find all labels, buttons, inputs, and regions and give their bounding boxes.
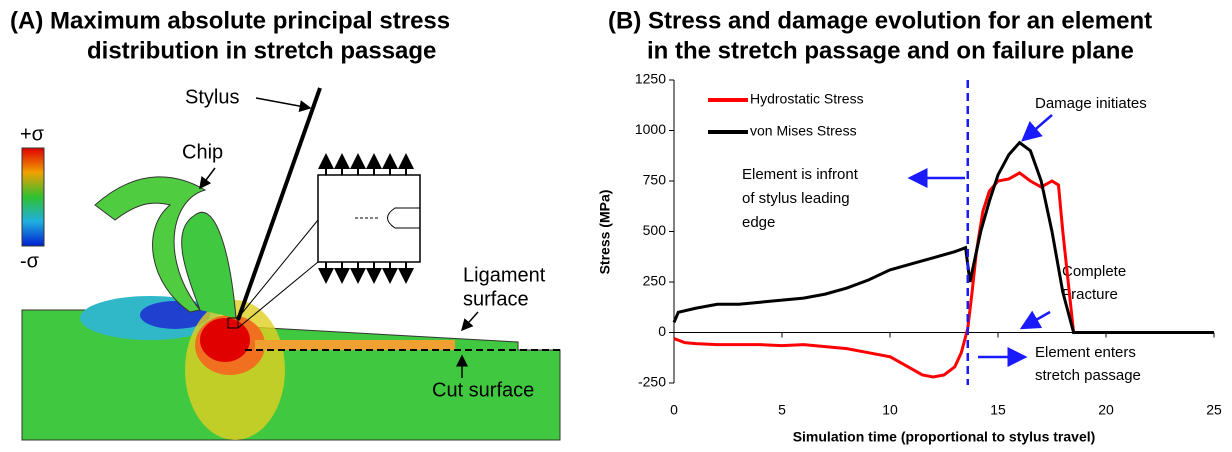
y-tick-label: 1250 bbox=[635, 71, 666, 87]
legend-label: Hydrostatic Stress bbox=[750, 91, 864, 107]
label: Stylus bbox=[185, 86, 239, 108]
label: Cut surface bbox=[432, 379, 534, 401]
annotation: Element is infront bbox=[742, 166, 859, 183]
chart-title: (B) Stress and damage evolution for an e… bbox=[608, 7, 1152, 34]
y-tick-label: 500 bbox=[643, 222, 667, 238]
y-tick-label: 750 bbox=[643, 172, 667, 188]
y-tick-label: 1000 bbox=[635, 121, 666, 137]
annotation: Element enters bbox=[1035, 344, 1136, 361]
panel-a-title: distribution in stretch passage bbox=[87, 37, 436, 64]
annotation: stretch passage bbox=[1035, 367, 1141, 384]
x-tick-label: 25 bbox=[1206, 402, 1222, 418]
label: surface bbox=[463, 288, 529, 310]
x-tick-label: 5 bbox=[778, 402, 786, 418]
label: +σ bbox=[20, 123, 45, 145]
label: Chip bbox=[182, 141, 223, 163]
x-axis-label: Simulation time (proportional to stylus … bbox=[793, 429, 1096, 445]
label: -σ bbox=[20, 250, 40, 272]
x-tick-label: 20 bbox=[1098, 402, 1114, 418]
y-axis-label: Stress (MPa) bbox=[597, 190, 613, 275]
annotation: of stylus leading bbox=[742, 190, 850, 207]
label: Ligament bbox=[463, 264, 546, 286]
annotation: Damage initiates bbox=[1035, 95, 1147, 112]
chart-title: in the stretch passage and on failure pl… bbox=[647, 37, 1134, 64]
x-tick-label: 15 bbox=[990, 402, 1006, 418]
y-tick-label: -250 bbox=[638, 374, 666, 390]
figure: (A) Maximum absolute principal stress di… bbox=[0, 0, 1232, 452]
y-tick-label: 0 bbox=[658, 323, 666, 339]
legend-label: von Mises Stress bbox=[750, 123, 857, 139]
x-tick-label: 10 bbox=[882, 402, 898, 418]
x-tick-label: 0 bbox=[670, 402, 678, 418]
annotation: edge bbox=[742, 214, 775, 231]
annotation: Complete bbox=[1062, 263, 1126, 280]
y-tick-label: 250 bbox=[643, 273, 667, 289]
panel-a-title: (A) Maximum absolute principal stress bbox=[10, 7, 450, 34]
